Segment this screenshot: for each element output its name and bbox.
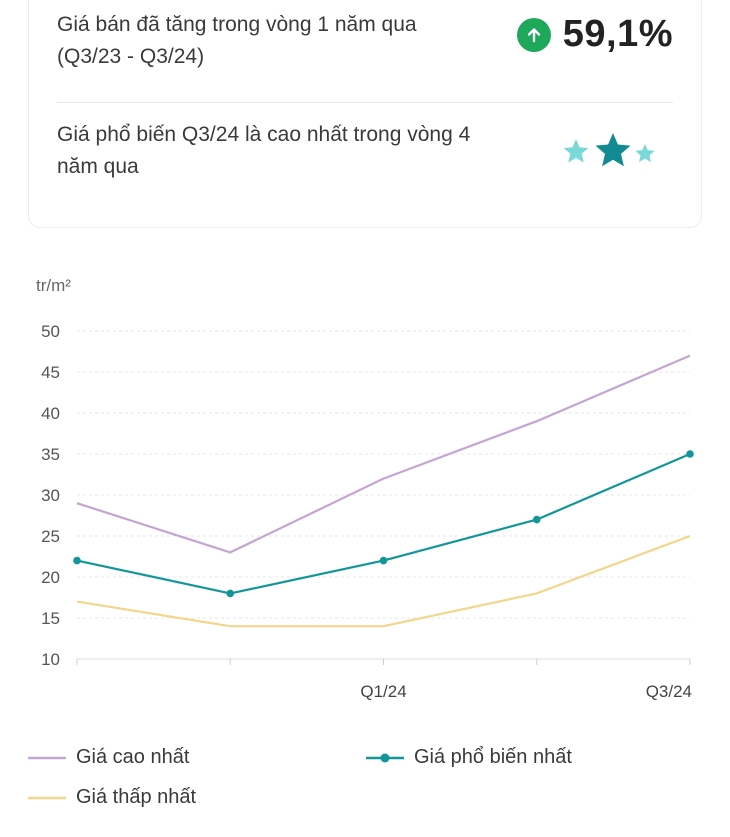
data-point	[686, 450, 694, 458]
y-tick-labels: 10 15 20 25 30 35 40 45 50	[41, 322, 60, 669]
data-point	[73, 556, 81, 565]
series-line-2	[76, 452, 691, 595]
data-point	[532, 515, 541, 524]
y-tick-label: 30	[41, 486, 60, 505]
x-tick-label: Q3/24	[646, 682, 692, 701]
y-tick-label: 15	[41, 609, 60, 628]
y-tick-label: 20	[41, 568, 60, 587]
price-change-row: Giá bán đã tăng trong vòng 1 năm qua (Q3…	[57, 9, 673, 79]
star-icon	[563, 139, 589, 163]
price-change-value: 59,1%	[562, 13, 673, 55]
legend-highest-label: Giá cao nhất	[76, 746, 190, 768]
y-tick-label: 40	[41, 404, 60, 423]
legend-highest-swatch	[28, 756, 66, 759]
popular-price-text: Giá phổ biến Q3/24 là cao nhất trong vòn…	[57, 123, 471, 178]
summary-card: Giá bán đã tăng trong vòng 1 năm qua (Q3…	[28, 0, 702, 228]
legend-popular[interactable]: Giá phổ biến nhất	[366, 746, 572, 769]
price-change-text: Giá bán đã tăng trong vòng 1 năm qua (Q3…	[57, 13, 417, 68]
gridlines	[77, 330, 690, 660]
y-tick-label: 35	[41, 445, 60, 464]
series-line-3	[76, 534, 691, 628]
price-line-chart: tr/m² 10 15 20 25 30 35 40 45 50 Q1/24 Q3/24	[36, 276, 694, 701]
legend-popular-label: Giá phổ biến nhất	[414, 746, 572, 768]
y-tick-label: 45	[41, 363, 60, 382]
x-tick-labels: Q1/24 Q3/24	[76, 659, 692, 701]
legend-popular-swatch	[366, 753, 404, 762]
y-tick-label: 50	[41, 322, 60, 341]
price-change: 59,1%	[516, 13, 673, 56]
star-icon	[635, 144, 655, 162]
data-point	[226, 589, 235, 598]
legend-highest[interactable]: Giá cao nhất	[28, 746, 189, 769]
legend-lowest-label: Giá thấp nhất	[76, 786, 197, 808]
arrow-up-icon	[516, 17, 551, 52]
popular-price-row: Giá phổ biến Q3/24 là cao nhất trong vòn…	[57, 119, 673, 189]
data-point	[379, 556, 388, 565]
y-axis-label: tr/m²	[36, 276, 71, 295]
x-tick-label: Q1/24	[360, 682, 406, 701]
y-tick-label: 25	[41, 527, 60, 546]
series-line-1	[76, 354, 691, 554]
stars-rating	[559, 133, 659, 182]
series-lines	[73, 354, 694, 628]
star-icon	[595, 133, 631, 167]
divider	[57, 102, 673, 103]
legend-lowest[interactable]: Giá thấp nhất	[28, 786, 196, 809]
y-tick-label: 10	[41, 650, 60, 669]
legend-lowest-swatch	[28, 796, 66, 799]
